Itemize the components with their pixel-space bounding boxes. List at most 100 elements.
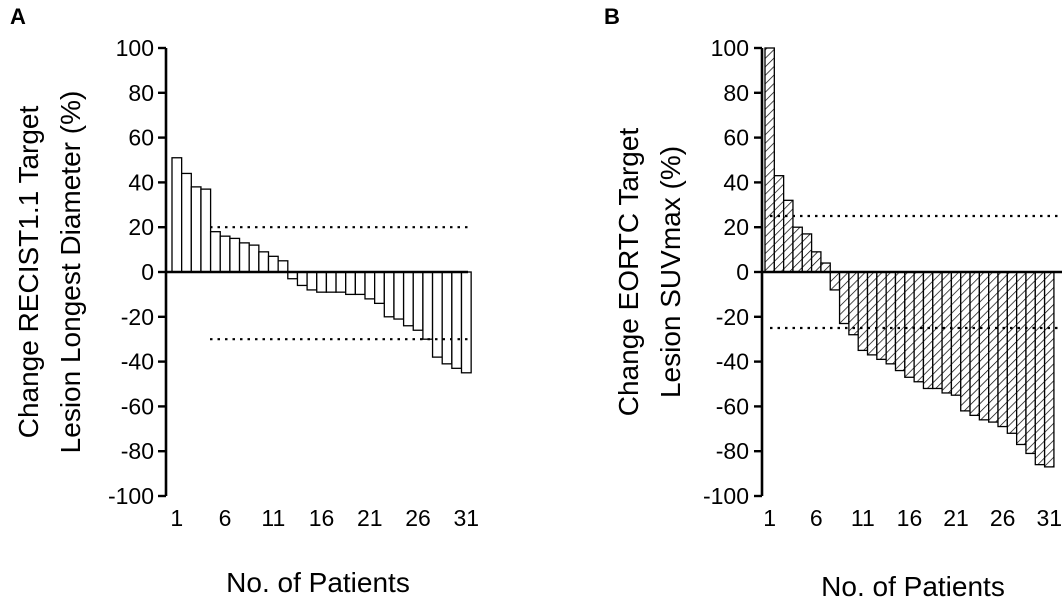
bar bbox=[885, 271, 897, 365]
y-tick-label: 80 bbox=[723, 80, 749, 106]
bar bbox=[219, 235, 231, 273]
bar bbox=[200, 188, 212, 273]
bar bbox=[876, 271, 887, 361]
bar bbox=[848, 271, 859, 336]
y-tick-label: -20 bbox=[716, 304, 749, 330]
panel-label-b: B bbox=[604, 4, 620, 29]
bar bbox=[978, 271, 990, 421]
y-tick-label: 0 bbox=[736, 259, 749, 285]
y-tick-label: -20 bbox=[121, 304, 154, 330]
bar bbox=[810, 251, 822, 273]
bar bbox=[838, 271, 850, 325]
x-tick-label: 26 bbox=[405, 505, 431, 531]
bar bbox=[764, 47, 775, 273]
bar bbox=[277, 260, 289, 273]
bar bbox=[922, 271, 934, 390]
bar bbox=[1025, 271, 1036, 455]
bar bbox=[180, 172, 192, 273]
bar bbox=[402, 271, 414, 327]
panel-label-a: A bbox=[10, 4, 26, 29]
bar bbox=[171, 157, 183, 273]
bar bbox=[422, 271, 434, 340]
x-tick-label: 21 bbox=[357, 505, 383, 531]
bar bbox=[306, 271, 318, 291]
y-axis-title: Lesion Longest Diameter (%) bbox=[55, 91, 86, 454]
x-tick-label: 21 bbox=[943, 505, 969, 531]
y-tick-label: 60 bbox=[723, 125, 749, 151]
x-tick-label: 1 bbox=[763, 505, 776, 531]
x-tick-label: 6 bbox=[810, 505, 823, 531]
y-tick-label: 80 bbox=[128, 80, 154, 106]
bar bbox=[441, 271, 453, 365]
bar bbox=[773, 175, 785, 273]
x-tick-label: 31 bbox=[1036, 505, 1062, 531]
bar bbox=[913, 271, 925, 383]
bar bbox=[373, 271, 385, 305]
bar bbox=[267, 255, 279, 273]
y-axis-title: Change EORTC Target bbox=[613, 128, 644, 417]
bar bbox=[451, 271, 463, 369]
bar bbox=[316, 271, 328, 293]
bar bbox=[988, 271, 999, 423]
bar bbox=[393, 271, 405, 320]
bar bbox=[950, 271, 962, 396]
y-tick-label: -60 bbox=[121, 393, 154, 419]
y-tick-label: 20 bbox=[723, 214, 749, 240]
bar bbox=[383, 271, 395, 318]
bar bbox=[904, 271, 915, 378]
y-tick-label: -100 bbox=[703, 483, 749, 509]
bar bbox=[1006, 271, 1018, 434]
bar bbox=[229, 237, 241, 273]
bar bbox=[190, 186, 202, 273]
bar bbox=[792, 226, 803, 273]
bar bbox=[960, 271, 971, 412]
x-tick-label: 11 bbox=[851, 505, 875, 531]
y-tick-label: 40 bbox=[723, 169, 749, 195]
bar bbox=[801, 233, 813, 273]
bar bbox=[1015, 271, 1027, 446]
x-tick-label: 11 bbox=[261, 505, 285, 531]
x-tick-label: 1 bbox=[170, 505, 183, 531]
x-axis-title: No. of Patients bbox=[821, 571, 1005, 602]
bar bbox=[345, 271, 357, 296]
bar bbox=[325, 271, 337, 293]
y-tick-label: -40 bbox=[716, 349, 749, 375]
bar bbox=[431, 271, 443, 358]
bar bbox=[296, 271, 308, 287]
bar bbox=[209, 231, 221, 273]
y-tick-label: -100 bbox=[108, 483, 154, 509]
bar bbox=[412, 271, 424, 331]
y-axis-title: Lesion SUVmax (%) bbox=[655, 146, 686, 398]
x-tick-label: 26 bbox=[990, 505, 1016, 531]
x-tick-label: 16 bbox=[897, 505, 923, 531]
bar bbox=[782, 199, 794, 273]
y-axis-title: Change RECIST1.1 Target bbox=[13, 106, 44, 439]
bar bbox=[894, 271, 906, 372]
y-tick-label: 60 bbox=[128, 125, 154, 151]
bar bbox=[1043, 271, 1055, 468]
x-tick-label: 31 bbox=[454, 505, 480, 531]
bar bbox=[941, 271, 953, 394]
y-tick-label: 100 bbox=[711, 35, 749, 61]
x-axis-title: No. of Patients bbox=[226, 567, 410, 598]
bar bbox=[364, 271, 376, 300]
y-tick-label: 0 bbox=[141, 259, 154, 285]
bar bbox=[969, 271, 981, 417]
bar bbox=[857, 271, 869, 352]
bar bbox=[354, 271, 366, 296]
bar bbox=[258, 251, 270, 273]
y-tick-label: -80 bbox=[121, 438, 154, 464]
y-tick-label: 20 bbox=[128, 214, 154, 240]
y-tick-label: -40 bbox=[121, 349, 154, 375]
bar bbox=[932, 271, 943, 390]
bar bbox=[335, 271, 347, 293]
bar bbox=[1034, 271, 1046, 466]
y-tick-label: 100 bbox=[116, 35, 154, 61]
bar bbox=[829, 271, 841, 291]
bar bbox=[866, 271, 878, 356]
bar bbox=[820, 262, 831, 273]
y-tick-label: -80 bbox=[716, 438, 749, 464]
